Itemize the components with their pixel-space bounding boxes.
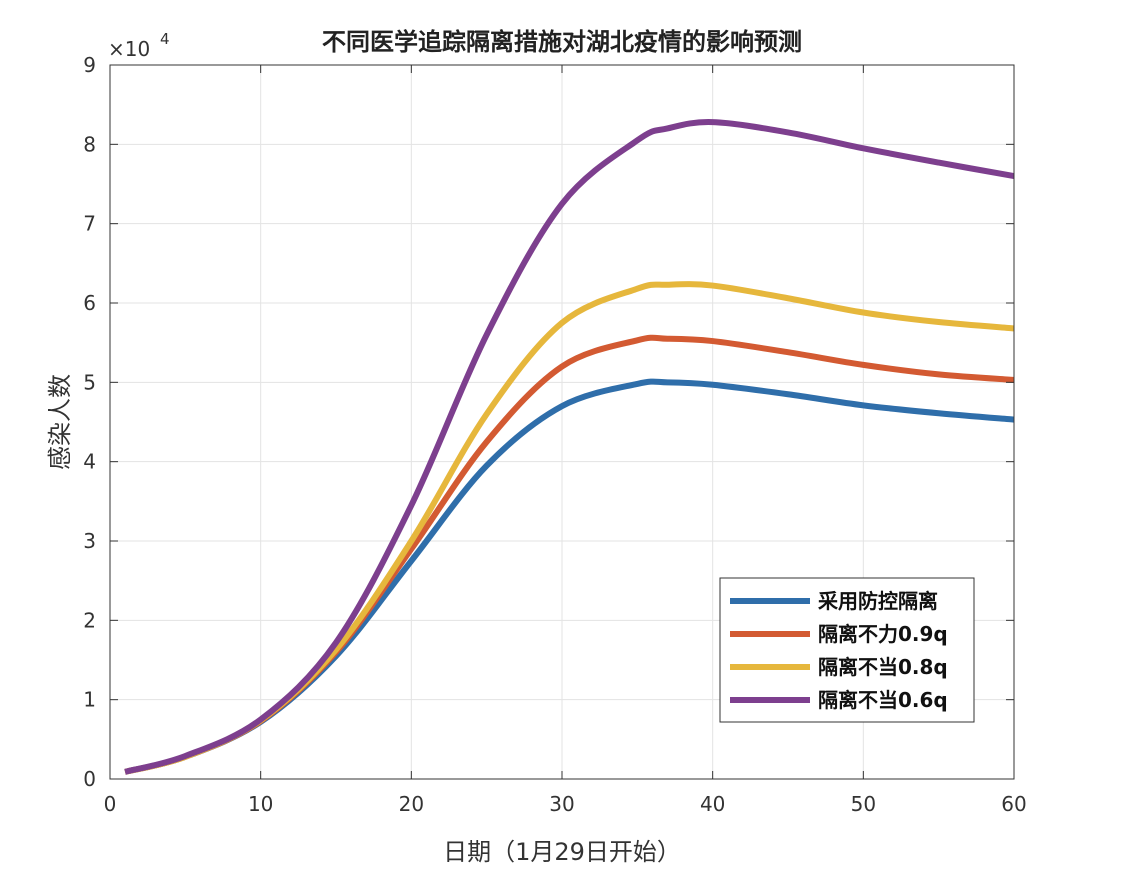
x-tick-label: 60 — [1001, 792, 1026, 816]
y-tick-label: 2 — [83, 608, 96, 632]
y-exponent-multiplier: ×10 4 — [108, 30, 170, 61]
x-tick-label: 20 — [399, 792, 424, 816]
y-tick-label: 1 — [83, 688, 96, 712]
grid — [110, 65, 1014, 779]
chart-title: 不同医学追踪隔离措施对湖北疫情的影响预测 — [322, 28, 802, 56]
legend-label: 隔离不当0.8q — [818, 655, 948, 679]
y-tick-label: 9 — [83, 53, 96, 77]
y-tick-label: 6 — [83, 291, 96, 315]
series-line-3 — [124, 119, 1015, 775]
y-tick-label: 4 — [83, 450, 96, 474]
y-tick-label: 5 — [83, 370, 96, 394]
series-lines — [124, 119, 1015, 775]
x-tick-label: 10 — [248, 792, 273, 816]
legend-label: 隔离不力0.9q — [818, 622, 948, 646]
x-tick-label: 30 — [549, 792, 574, 816]
y-exponent-power: 4 — [160, 30, 170, 48]
y-tick-label: 3 — [83, 529, 96, 553]
x-axis-label: 日期（1月29日开始） — [443, 838, 681, 866]
y-tick-label: 0 — [83, 767, 96, 791]
x-tick-label: 0 — [104, 792, 117, 816]
y-axis-label: 感染人数 — [46, 374, 74, 470]
y-tick-label: 7 — [83, 212, 96, 236]
y-exponent-base: ×10 — [108, 37, 150, 61]
x-tick-label: 50 — [851, 792, 876, 816]
x-tick-label: 40 — [700, 792, 725, 816]
axis-ticks: 0 10 20 30 40 50 60 0 1 2 3 4 5 6 7 8 9 — [83, 53, 1026, 816]
y-tick-label: 8 — [83, 132, 96, 156]
legend-label: 隔离不当0.6q — [818, 688, 948, 712]
legend-label: 采用防控隔离 — [818, 589, 938, 613]
